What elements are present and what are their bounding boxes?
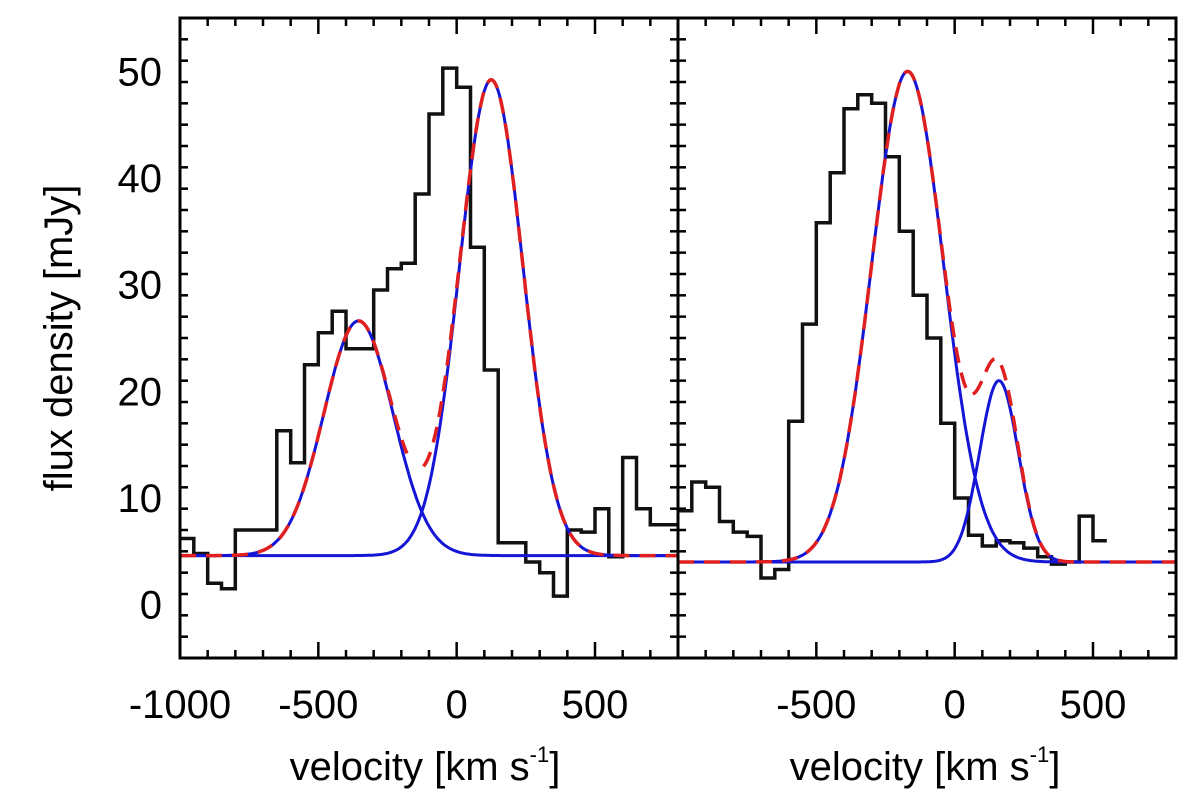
y-tick-label: 20	[118, 370, 163, 414]
x-tick-label: 500	[562, 683, 629, 727]
y-axis-label: flux density [mJy]	[37, 185, 81, 492]
right-panel: -500 0 500 velocity [km s-1]	[676, 16, 1178, 789]
right-total-fit-dashed	[678, 69, 1176, 564]
y-tick-label: 50	[118, 50, 163, 94]
y-tick-label: 10	[118, 477, 163, 521]
x-tick-label: -500	[776, 683, 856, 727]
left-panel: 0 10 20 30 40 50 -1000 -500 0 500 velocity [km s…	[118, 16, 680, 789]
right-x-tick-labels: -500 0 500	[776, 683, 1126, 727]
left-y-tick-labels: 0 10 20 30 40 50	[118, 50, 163, 627]
y-tick-label: 0	[140, 584, 162, 628]
left-x-tick-labels: -1000 -500 0 500	[129, 683, 629, 727]
x-tick-label: -500	[278, 683, 358, 727]
left-x-axis-label: velocity [km s-1]	[290, 742, 561, 789]
x-tick-label: 0	[446, 683, 468, 727]
right-plot-frame	[676, 16, 1178, 660]
x-tick-label: 0	[944, 683, 966, 727]
y-tick-label: 30	[118, 264, 163, 308]
right-x-axis-label: velocity [km s-1]	[790, 742, 1061, 789]
left-spectrum-histogram	[180, 66, 678, 598]
left-gaussian-component-1	[180, 319, 678, 558]
y-tick-label: 40	[118, 157, 163, 201]
x-tick-label: -1000	[129, 683, 231, 727]
left-total-fit-dashed	[180, 77, 678, 558]
right-spectrum-histogram	[678, 93, 1107, 580]
x-tick-label: 500	[1060, 683, 1127, 727]
